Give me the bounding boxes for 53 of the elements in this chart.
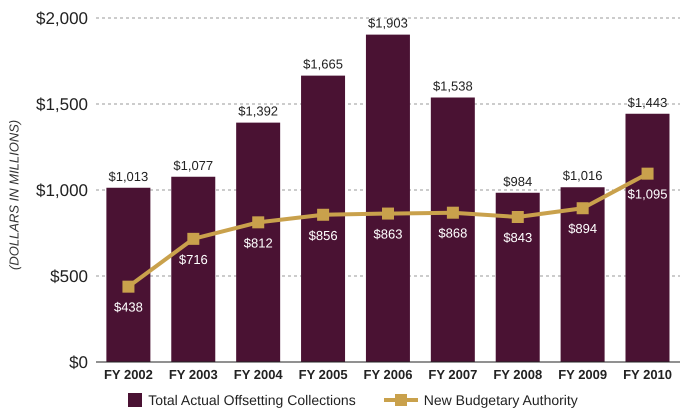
data-label: $812 <box>244 235 273 250</box>
bar <box>560 187 605 362</box>
data-label: $438 <box>114 300 143 315</box>
point <box>382 208 394 220</box>
data-label: $1,392 <box>238 104 278 119</box>
x-tick-label: FY 2002 <box>104 367 153 382</box>
point <box>317 208 330 221</box>
point <box>252 216 264 228</box>
data-label: $1,665 <box>303 56 343 72</box>
data-label: $1,443 <box>628 94 668 110</box>
data-label: $843 <box>503 230 532 246</box>
bar <box>236 122 280 362</box>
bar <box>496 192 540 362</box>
data-label: $856 <box>308 228 338 243</box>
y-tick-label: $2,000 <box>36 9 88 28</box>
data-label: $1,016 <box>562 168 602 184</box>
x-tick-label: FY 2003 <box>168 367 218 382</box>
y-tick-label: $0 <box>69 353 88 372</box>
data-label: $868 <box>438 226 468 241</box>
data-label: $894 <box>568 221 598 236</box>
point <box>187 232 200 245</box>
data-label: $716 <box>178 252 208 267</box>
y-axis-title: (DOLLARS IN MILLIONS) <box>6 120 22 270</box>
point <box>446 206 459 219</box>
data-label: $863 <box>374 226 402 242</box>
x-tick-label: FY 2010 <box>623 367 672 382</box>
bar <box>301 76 346 362</box>
x-tick-label: FY 2008 <box>493 367 542 382</box>
bar <box>171 176 216 362</box>
x-tick-label: FY 2005 <box>298 367 348 382</box>
data-label: $1,538 <box>432 78 473 94</box>
point <box>642 168 654 180</box>
data-label: $1,903 <box>368 16 408 31</box>
data-label: $984 <box>503 174 532 189</box>
bar <box>366 34 410 362</box>
x-tick-label: FY 2006 <box>364 367 412 382</box>
point <box>122 280 134 293</box>
data-label: $1,095 <box>628 186 668 202</box>
point <box>576 202 589 214</box>
data-label: $1,013 <box>108 168 148 184</box>
legend-label: Total Actual Offsetting Collections <box>148 392 356 408</box>
y-tick-label: $500 <box>50 267 88 286</box>
x-tick-label: FY 2009 <box>558 367 608 382</box>
y-tick-label: $1,500 <box>36 95 88 114</box>
x-tick-label: FY 2007 <box>428 367 478 382</box>
y-tick-label: $1,000 <box>36 181 88 200</box>
data-label: $1,077 <box>173 158 214 173</box>
legend-label: New Budgetary Authority <box>424 392 578 408</box>
x-tick-label: FY 2004 <box>234 367 284 382</box>
bar <box>625 114 670 362</box>
point <box>512 211 524 224</box>
bar <box>430 97 475 362</box>
bar <box>106 188 150 362</box>
